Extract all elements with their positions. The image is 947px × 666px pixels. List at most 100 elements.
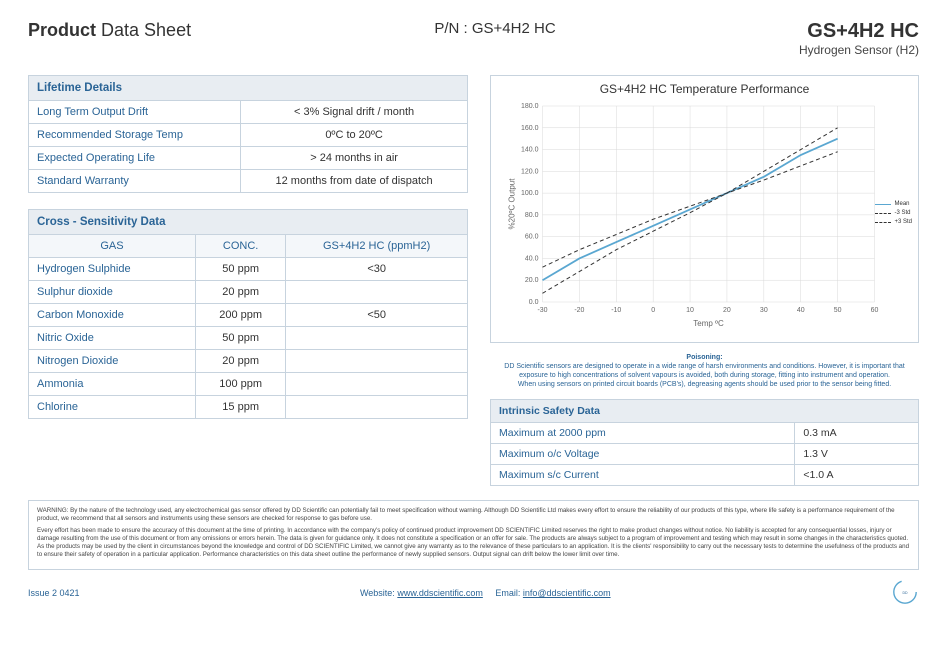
svg-text:180.0: 180.0 xyxy=(521,103,539,110)
page-footer: Issue 2 0421 Website: www.ddscientific.c… xyxy=(28,578,919,608)
gas-name: Nitrogen Dioxide xyxy=(29,350,196,373)
poisoning-text1: DD Scientific sensors are designed to op… xyxy=(504,363,904,379)
table-row: Carbon Monoxide200 ppm<50 xyxy=(29,304,468,327)
svg-text:-30: -30 xyxy=(537,307,547,314)
lifetime-section-header: Lifetime Details xyxy=(29,76,468,101)
footer-center: Website: www.ddscientific.com Email: inf… xyxy=(80,588,891,598)
svg-text:DD: DD xyxy=(902,591,908,595)
doc-title: Product Data Sheet xyxy=(28,20,191,41)
chart-svg: -30-20-1001020304050600.020.040.060.080.… xyxy=(499,100,910,330)
table-row: Long Term Output Drift< 3% Signal drift … xyxy=(29,101,468,124)
warning-box: WARNING: By the nature of the technology… xyxy=(28,500,919,570)
temperature-chart: GS+4H2 HC Temperature Performance -30 -20… xyxy=(490,75,919,343)
table-row: Nitric Oxide50 ppm xyxy=(29,327,468,350)
safety-section-header: Intrinsic Safety Data xyxy=(491,400,919,423)
company-logo: DD xyxy=(891,578,919,608)
website-label: Website: xyxy=(360,588,395,598)
gas-name: Nitric Oxide xyxy=(29,327,196,350)
gas-resp xyxy=(286,373,468,396)
table-row: Nitrogen Dioxide20 ppm xyxy=(29,350,468,373)
svg-text:160.0: 160.0 xyxy=(521,125,539,132)
svg-text:0: 0 xyxy=(651,307,655,314)
svg-text:%20ºC Output: %20ºC Output xyxy=(508,178,517,230)
lifetime-table: Lifetime Details Long Term Output Drift<… xyxy=(28,75,468,193)
svg-text:-10: -10 xyxy=(611,307,621,314)
svg-text:20.0: 20.0 xyxy=(525,277,539,284)
poisoning-text2: When using sensors on printed circuit bo… xyxy=(518,381,891,388)
safety-value: 0.3 mA xyxy=(795,423,919,444)
gas-conc: 50 ppm xyxy=(195,258,285,281)
issue-label: Issue 2 0421 xyxy=(28,588,80,598)
safety-label: Maximum at 2000 ppm xyxy=(491,423,795,444)
cross-col-header: CONC. xyxy=(195,235,285,258)
chart-title: GS+4H2 HC Temperature Performance xyxy=(499,82,910,96)
part-number-label: P/N : GS+4H2 HC xyxy=(191,20,799,37)
warning-p1: WARNING: By the nature of the technology… xyxy=(37,507,910,523)
lifetime-label: Standard Warranty xyxy=(29,170,241,193)
table-row: Maximum s/c Current<1.0 A xyxy=(491,465,919,486)
table-row: Ammonia100 ppm xyxy=(29,373,468,396)
poisoning-note: Poisoning: DD Scientific sensors are des… xyxy=(490,353,919,389)
gas-conc: 100 ppm xyxy=(195,373,285,396)
poisoning-title: Poisoning: xyxy=(490,353,919,362)
table-row: Standard Warranty12 months from date of … xyxy=(29,170,468,193)
lifetime-value: 0ºC to 20ºC xyxy=(241,124,468,147)
svg-text:Temp ºC: Temp ºC xyxy=(693,319,724,328)
table-row: Hydrogen Sulphide50 ppm<30 xyxy=(29,258,468,281)
svg-text:0.0: 0.0 xyxy=(529,299,539,306)
gas-resp xyxy=(286,350,468,373)
chart-legend: Mean -3 Std +3 Std xyxy=(875,200,912,227)
svg-text:-20: -20 xyxy=(574,307,584,314)
gas-resp: <30 xyxy=(286,258,468,281)
gas-resp xyxy=(286,327,468,350)
safety-label: Maximum s/c Current xyxy=(491,465,795,486)
gas-name: Ammonia xyxy=(29,373,196,396)
cross-col-header: GS+4H2 HC (ppmH2) xyxy=(286,235,468,258)
svg-text:60: 60 xyxy=(871,307,879,314)
lifetime-value: 12 months from date of dispatch xyxy=(241,170,468,193)
table-row: Recommended Storage Temp0ºC to 20ºC xyxy=(29,124,468,147)
product-code: GS+4H2 HC xyxy=(799,20,919,43)
table-row: Chlorine15 ppm xyxy=(29,396,468,419)
legend-label: Mean xyxy=(894,200,909,209)
gas-resp xyxy=(286,281,468,304)
gas-resp: <50 xyxy=(286,304,468,327)
svg-text:30: 30 xyxy=(760,307,768,314)
doc-title-bold: Product xyxy=(28,20,96,40)
lifetime-label: Long Term Output Drift xyxy=(29,101,241,124)
warning-p2: Every effort has been made to ensure the… xyxy=(37,527,910,559)
gas-conc: 20 ppm xyxy=(195,281,285,304)
gas-resp xyxy=(286,396,468,419)
gas-conc: 20 ppm xyxy=(195,350,285,373)
cross-section-header: Cross - Sensitivity Data xyxy=(29,210,468,235)
gas-conc: 15 ppm xyxy=(195,396,285,419)
gas-name: Sulphur dioxide xyxy=(29,281,196,304)
safety-value: 1.3 V xyxy=(795,444,919,465)
doc-title-rest: Data Sheet xyxy=(96,20,191,40)
gas-name: Hydrogen Sulphide xyxy=(29,258,196,281)
svg-text:80.0: 80.0 xyxy=(525,212,539,219)
email-link[interactable]: info@ddscientific.com xyxy=(523,588,611,598)
website-link[interactable]: www.ddscientific.com xyxy=(397,588,483,598)
lifetime-value: > 24 months in air xyxy=(241,147,468,170)
gas-name: Chlorine xyxy=(29,396,196,419)
svg-text:10: 10 xyxy=(686,307,694,314)
legend-label: -3 Std xyxy=(894,209,910,218)
svg-text:100.0: 100.0 xyxy=(521,190,539,197)
svg-text:140.0: 140.0 xyxy=(521,147,539,154)
safety-table: Intrinsic Safety Data Maximum at 2000 pp… xyxy=(490,399,919,486)
table-row: Expected Operating Life> 24 months in ai… xyxy=(29,147,468,170)
svg-text:50: 50 xyxy=(834,307,842,314)
table-row: Sulphur dioxide20 ppm xyxy=(29,281,468,304)
cross-sensitivity-table: Cross - Sensitivity Data GAS CONC. GS+4H… xyxy=(28,209,468,419)
table-row: Maximum o/c Voltage1.3 V xyxy=(491,444,919,465)
svg-text:40: 40 xyxy=(797,307,805,314)
product-subtitle: Hydrogen Sensor (H2) xyxy=(799,43,919,57)
safety-value: <1.0 A xyxy=(795,465,919,486)
lifetime-value: < 3% Signal drift / month xyxy=(241,101,468,124)
gas-conc: 200 ppm xyxy=(195,304,285,327)
legend-label: +3 Std xyxy=(894,218,912,227)
product-id-block: GS+4H2 HC Hydrogen Sensor (H2) xyxy=(799,20,919,57)
lifetime-label: Recommended Storage Temp xyxy=(29,124,241,147)
table-row: Maximum at 2000 ppm0.3 mA xyxy=(491,423,919,444)
